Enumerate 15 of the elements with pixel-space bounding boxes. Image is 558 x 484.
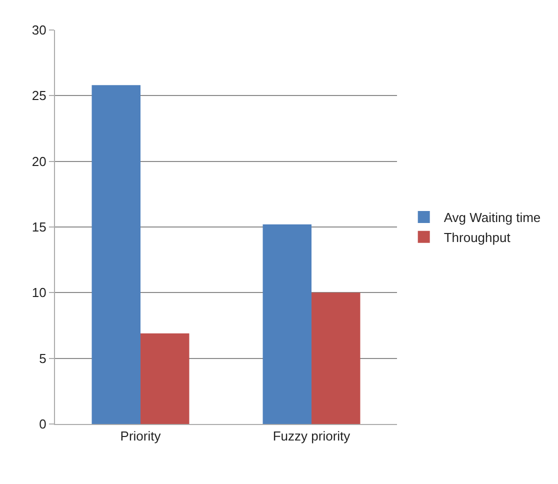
bar [262, 224, 312, 424]
legend-label: Avg Waiting time [444, 210, 541, 226]
y-tick-label: 20 [32, 154, 46, 169]
legend-label: Throughput [444, 230, 511, 245]
bar [312, 292, 360, 424]
y-tick-label: 30 [32, 22, 46, 38]
y-tick-label: 10 [32, 285, 46, 300]
bar [92, 85, 140, 424]
y-tick-label: 0 [39, 416, 46, 432]
y-tick-label: 15 [32, 220, 46, 235]
y-tick-label: 5 [39, 350, 46, 366]
bar [140, 333, 190, 424]
y-tick-label: 25 [32, 88, 46, 104]
x-tick-label: Priority [120, 428, 162, 444]
x-tick-label: Fuzzy priority [272, 428, 351, 444]
